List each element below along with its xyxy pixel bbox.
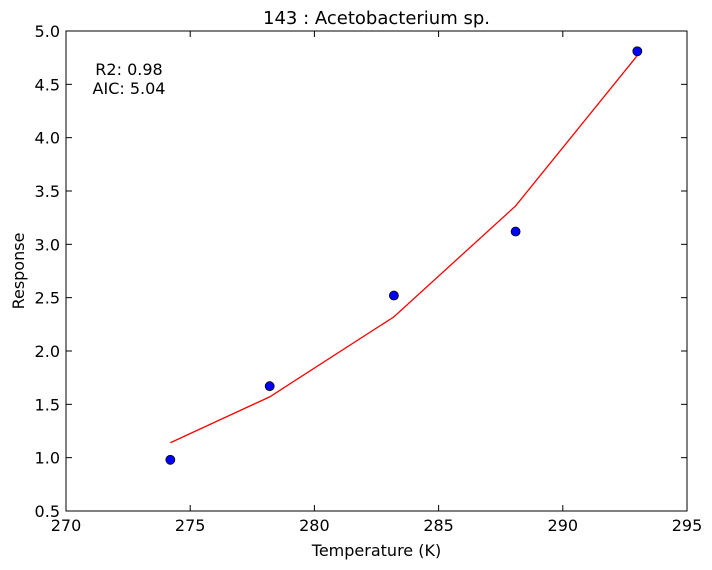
y-tick-label: 1.0	[35, 449, 60, 468]
y-tick-label: 3.5	[35, 182, 60, 201]
data-point	[510, 226, 521, 237]
data-point	[632, 46, 643, 57]
x-axis-label: Temperature (K)	[311, 541, 441, 560]
x-tick-label: 290	[548, 516, 579, 535]
x-tick-label: 270	[51, 516, 82, 535]
y-tick-label: 4.5	[35, 75, 60, 94]
data-point	[165, 454, 176, 465]
y-tick-label: 1.5	[35, 395, 60, 414]
r2-annotation: R2: 0.98	[95, 60, 162, 79]
plot-layer	[165, 46, 643, 465]
data-point	[388, 290, 399, 301]
y-tick-label: 2.5	[35, 289, 60, 308]
chart-title: 143 : Acetobacterium sp.	[263, 8, 490, 29]
y-tick-label: 0.5	[35, 502, 60, 521]
plot-frame	[65, 30, 688, 512]
y-tick-label: 4.0	[35, 129, 60, 148]
x-tick-label: 275	[175, 516, 206, 535]
y-tick-label: 5.0	[35, 22, 60, 41]
y-axis-label: Response	[9, 233, 28, 310]
y-tick-label: 2.0	[35, 342, 60, 361]
tick-layer: 270 275 280 285 290 295 0.5 1.0 1.5 2.0 2.5 3.0 3.5 4…	[35, 22, 703, 535]
data-point	[264, 381, 275, 392]
x-tick-label: 295	[672, 516, 703, 535]
fit-line	[170, 55, 638, 444]
x-tick-label: 285	[423, 516, 454, 535]
aic-annotation: AIC: 5.04	[93, 79, 166, 98]
x-tick-label: 280	[299, 516, 330, 535]
y-tick-label: 3.0	[35, 235, 60, 254]
